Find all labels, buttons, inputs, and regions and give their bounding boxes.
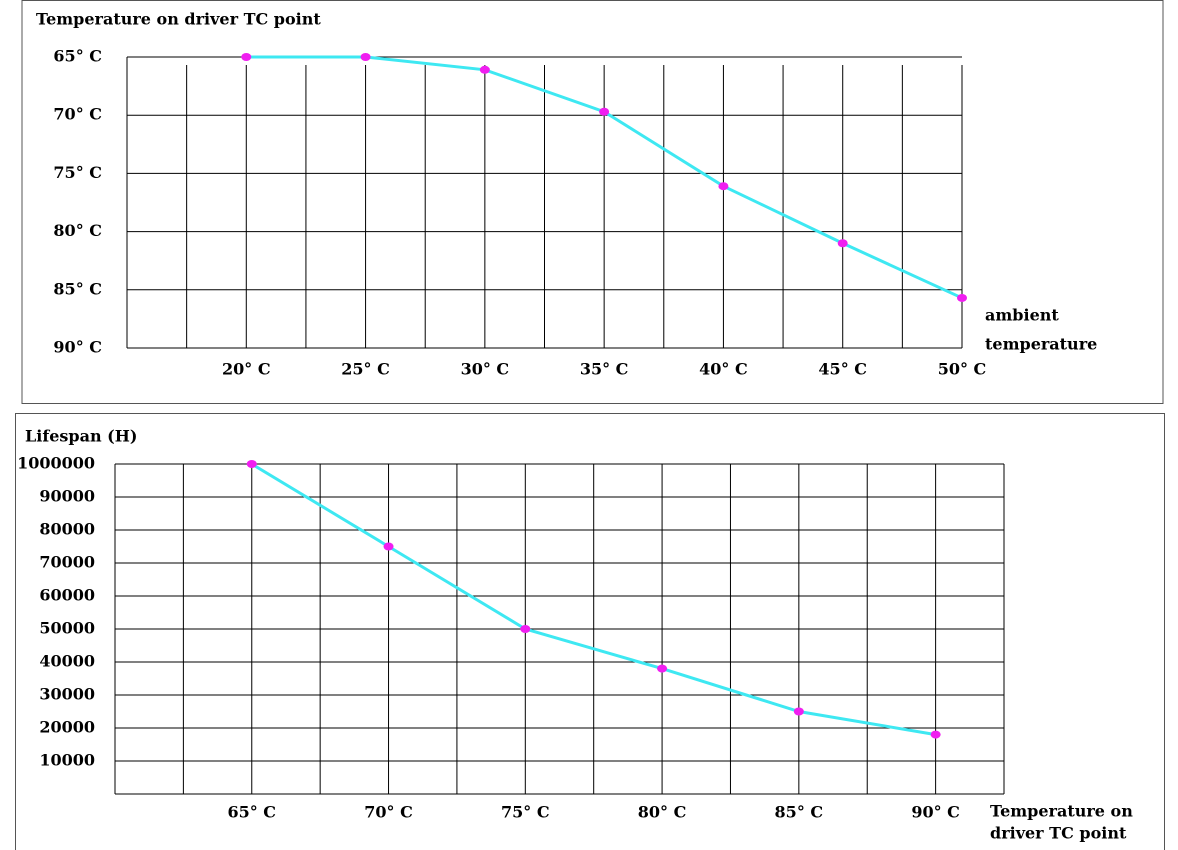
- chart-frame: [21, 0, 1164, 404]
- marker: [520, 625, 531, 633]
- y-tick-label: 80° C: [53, 221, 102, 240]
- x-tick-label: 90° C: [911, 803, 960, 822]
- y-tick-label: 10000: [39, 751, 95, 770]
- y-tick-label: 65° C: [53, 47, 102, 66]
- x-axis-label: temperature: [985, 335, 1097, 354]
- x-tick-label: 30° C: [461, 360, 510, 379]
- y-tick-label: 85° C: [53, 279, 102, 298]
- x-axis-label: driver TC point: [990, 824, 1127, 843]
- marker: [241, 53, 252, 61]
- y-tick-label: 1000000: [17, 454, 95, 473]
- y-tick-label: 70° C: [53, 105, 102, 124]
- marker: [479, 65, 490, 74]
- marker: [793, 707, 804, 716]
- y-tick-label: 70000: [39, 553, 95, 572]
- marker: [246, 460, 257, 468]
- y-tick-label: 50000: [39, 619, 95, 638]
- chart-title: Lifespan (H): [25, 427, 137, 446]
- x-axis-label: Temperature on: [990, 802, 1133, 821]
- marker: [360, 53, 371, 61]
- x-tick-label: 80° C: [638, 803, 687, 822]
- x-tick-label: 45° C: [818, 360, 867, 379]
- x-tick-label: 40° C: [699, 360, 748, 379]
- x-tick-label: 35° C: [580, 360, 629, 379]
- y-tick-label: 90000: [39, 487, 95, 506]
- y-tick-label: 30000: [39, 685, 95, 704]
- marker: [930, 730, 941, 739]
- x-tick-label: 75° C: [501, 803, 550, 822]
- x-tick-label: 85° C: [775, 803, 824, 822]
- marker: [599, 107, 610, 116]
- line: [250, 462, 936, 737]
- x-tick-label: 65° C: [227, 803, 276, 822]
- y-tick-label: 90° C: [53, 338, 102, 357]
- x-tick-label: 70° C: [364, 803, 413, 822]
- y-tick-label: 40000: [39, 652, 95, 671]
- x-axis-label: ambient: [985, 306, 1059, 325]
- chart-frame: [15, 413, 1165, 850]
- y-tick-label: 75° C: [53, 163, 102, 182]
- marker: [383, 542, 394, 551]
- chart-title: Temperature on driver TC point: [36, 10, 321, 29]
- marker: [657, 664, 668, 673]
- x-tick-label: 50° C: [938, 360, 987, 379]
- marker: [718, 182, 729, 191]
- x-tick-label: 25° C: [341, 360, 390, 379]
- x-tick-label: 20° C: [222, 360, 271, 379]
- marker: [957, 293, 967, 302]
- y-tick-label: 20000: [39, 718, 95, 737]
- y-tick-label: 60000: [39, 586, 95, 605]
- marker: [837, 239, 848, 248]
- y-tick-label: 80000: [39, 520, 95, 539]
